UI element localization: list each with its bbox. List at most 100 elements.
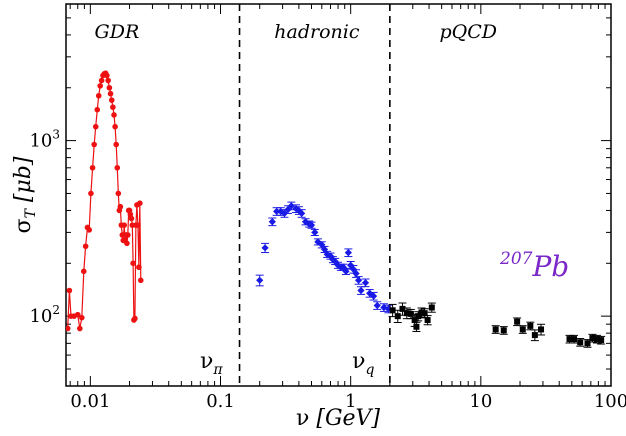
data-point [492, 326, 499, 333]
data-point [256, 276, 264, 284]
y-axis-subscript: T [23, 207, 39, 218]
data-point [369, 292, 378, 300]
data-point [361, 279, 370, 287]
data-point [136, 264, 142, 271]
data-point [98, 77, 105, 84]
data-point [411, 317, 418, 324]
data-point [66, 325, 71, 332]
data-point [114, 164, 121, 171]
data-point [527, 322, 534, 329]
data-point [110, 104, 116, 110]
data-point [584, 340, 591, 347]
threshold-label: νπ [200, 349, 223, 378]
data-point [373, 301, 381, 310]
data-point [80, 268, 87, 275]
data-point [277, 207, 285, 216]
threshold-subscript: π [212, 362, 223, 378]
data-point [92, 123, 99, 130]
x-axis-unit: [GeV] [316, 406, 380, 431]
data-point [418, 309, 425, 316]
x-axis-symbol: ν [296, 406, 316, 431]
data-point [301, 218, 310, 226]
data-point [352, 269, 360, 278]
data-point [531, 332, 538, 339]
data-point [132, 315, 138, 322]
data-point [86, 227, 93, 233]
data-point [566, 336, 573, 343]
data-point [354, 276, 363, 284]
data-point [514, 318, 521, 325]
y-tick-base: 10 [29, 306, 52, 327]
data-point [403, 310, 410, 317]
data-point [428, 304, 435, 311]
region-label: GDR [95, 21, 140, 43]
y-axis-unit: [μb] [11, 156, 36, 209]
data-point [538, 326, 545, 333]
data-point [357, 286, 365, 295]
data-point [311, 228, 319, 236]
data-point [115, 190, 122, 197]
data-point [298, 209, 306, 217]
data-point [77, 325, 83, 332]
nucleus-mass-number: 207 [499, 249, 533, 269]
data-point [97, 83, 103, 89]
data-point [88, 190, 94, 197]
data-point [287, 202, 295, 210]
data-point [424, 317, 431, 324]
data-point [111, 112, 117, 118]
data-point [344, 249, 352, 257]
data-point [571, 336, 578, 343]
y-axis-title-group: σT [μb] [11, 156, 39, 233]
region-label: hadronic [274, 21, 360, 43]
data-point [593, 336, 600, 343]
nucleus-annotation: 207Pb [499, 249, 569, 283]
data-point [125, 232, 131, 238]
axis-ticks [66, 3, 612, 387]
data-point [104, 72, 110, 79]
data-point [105, 77, 111, 84]
data-point [577, 339, 584, 346]
data-point [598, 337, 605, 344]
data-point [107, 90, 114, 97]
threshold-symbol: ν [200, 349, 213, 374]
data-point [415, 313, 422, 320]
y-tick-label: 103 [29, 128, 60, 152]
series-hadronic [255, 201, 393, 314]
data-point [135, 222, 141, 228]
data-point [124, 240, 130, 247]
region-dividers [238, 4, 391, 386]
x-tick-label: 10 [469, 391, 492, 412]
data-point [74, 311, 81, 318]
data-point [421, 310, 428, 317]
y-tick-label: 102 [29, 303, 60, 327]
data-point [106, 84, 113, 91]
data-point [389, 307, 396, 314]
threshold-subscript: q [365, 362, 374, 378]
data-point [94, 106, 101, 113]
data-point [399, 305, 406, 312]
y-tick-base: 10 [29, 131, 52, 152]
data-point [113, 141, 120, 148]
region-label: pQCD [439, 21, 497, 43]
x-tick-label: 0.01 [70, 391, 110, 412]
nucleus-symbol: Pb [531, 250, 569, 283]
y-axis-symbol: σ [11, 218, 36, 233]
data-point [519, 326, 526, 333]
series-pqcd [388, 302, 606, 348]
data-point [95, 92, 102, 99]
data-point [394, 313, 401, 320]
data-point [589, 335, 596, 342]
x-axis-title: ν [GeV] [296, 406, 380, 431]
threshold-label: νq [352, 349, 374, 378]
x-tick-label: 1 [345, 391, 356, 412]
data-point [380, 303, 388, 312]
data-point [137, 200, 143, 206]
data-point [261, 244, 269, 252]
data-point [79, 314, 85, 321]
data-point [307, 221, 316, 229]
data-point [91, 141, 97, 148]
data-point [112, 123, 118, 130]
data-point [273, 207, 281, 216]
